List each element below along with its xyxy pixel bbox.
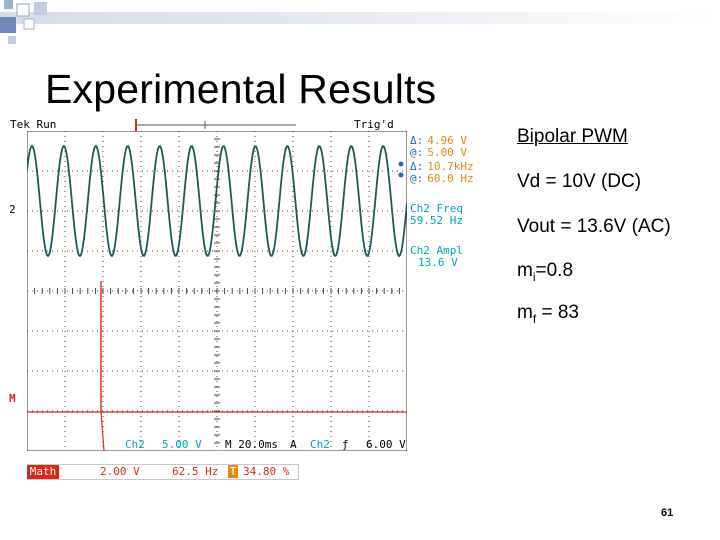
math-trace-tail	[100, 411, 105, 451]
bottom-trig-symbol: ƒ	[342, 438, 349, 451]
bottom-a: A	[290, 438, 297, 451]
notes-mf: mf = 83	[517, 302, 579, 326]
bottom-trig-level: 6.00 V	[366, 438, 406, 451]
cursor-markers	[398, 161, 404, 178]
ch2-sine-trace	[27, 144, 407, 258]
mf-value: = 83	[536, 302, 579, 323]
delta-v-value: 4.96 V	[427, 134, 467, 147]
oscilloscope-capture: Tek Run Trig'd 2 M Δ: 4.96 V @: 5.00 V Δ…	[0, 115, 495, 485]
mi-base: m	[517, 260, 533, 281]
delta-v-label: Δ:	[410, 134, 424, 147]
notes-line-3: Vout = 13.6V (AC)	[517, 216, 671, 237]
delta-v-row: Δ: 4.96 V	[410, 135, 495, 147]
math-percent: 34.80 %	[243, 465, 290, 478]
math-label: Math	[27, 465, 59, 479]
at-f-row: @: 60.0 Hz	[410, 173, 495, 185]
bottom-timebase: M 20.0ms	[225, 438, 278, 451]
delta-f-value: 10.7kHz	[427, 160, 474, 173]
header-gradient-band	[0, 12, 720, 24]
scope-status-trig: Trig'd	[354, 118, 394, 131]
math-freq: 62.5 Hz	[172, 465, 219, 478]
ampl-label: Ch2 Ampl	[410, 244, 463, 257]
at-f-label: @:	[410, 172, 424, 185]
math-t-marker: T	[228, 465, 238, 478]
page-number: 61	[661, 507, 674, 519]
mi-value: =0.8	[535, 260, 574, 281]
math-scale: 2.00 V	[100, 465, 140, 478]
scope-status-run: Tek Run	[10, 118, 57, 131]
freq-block: Ch2 Freq 59.52 Hz	[410, 203, 495, 227]
bottom-ch-label: Ch2	[125, 438, 145, 451]
corner-squares-decoration	[0, 0, 47, 44]
scope-graticule	[27, 131, 407, 451]
mf-sub: f	[532, 311, 537, 326]
notes-line-1: Bipolar PWM	[517, 126, 628, 147]
bottom-scale: 5.00 V	[162, 438, 202, 451]
bottom-trig-ch: Ch2	[310, 438, 330, 451]
ch2-marker: 2	[9, 203, 16, 216]
at-v-value: 5.00 V	[427, 146, 467, 159]
freq-label: Ch2 Freq	[410, 202, 463, 215]
at-v-label: @:	[410, 146, 424, 159]
ampl-block: Ch2 Ampl 13.6 V	[410, 245, 495, 269]
mi-sub: i	[532, 269, 536, 284]
mf-base: m	[517, 302, 533, 323]
notes-line-2: Vd = 10V (DC)	[517, 171, 642, 192]
ampl-value: 13.6 V	[418, 256, 458, 269]
slide-title: Experimental Results	[45, 66, 437, 112]
scope-readout-panel: Δ: 4.96 V @: 5.00 V Δ: 10.7kHz @: 60.0 H…	[410, 135, 495, 269]
at-v-row: @: 5.00 V	[410, 147, 495, 159]
freq-value: 59.52 Hz	[410, 214, 463, 227]
delta-f-row: Δ: 10.7kHz	[410, 161, 495, 173]
delta-f-label: Δ:	[410, 160, 424, 173]
math-marker: M	[9, 392, 16, 405]
notes-mi: mi=0.8	[517, 260, 573, 284]
at-f-value: 60.0 Hz	[427, 172, 474, 185]
